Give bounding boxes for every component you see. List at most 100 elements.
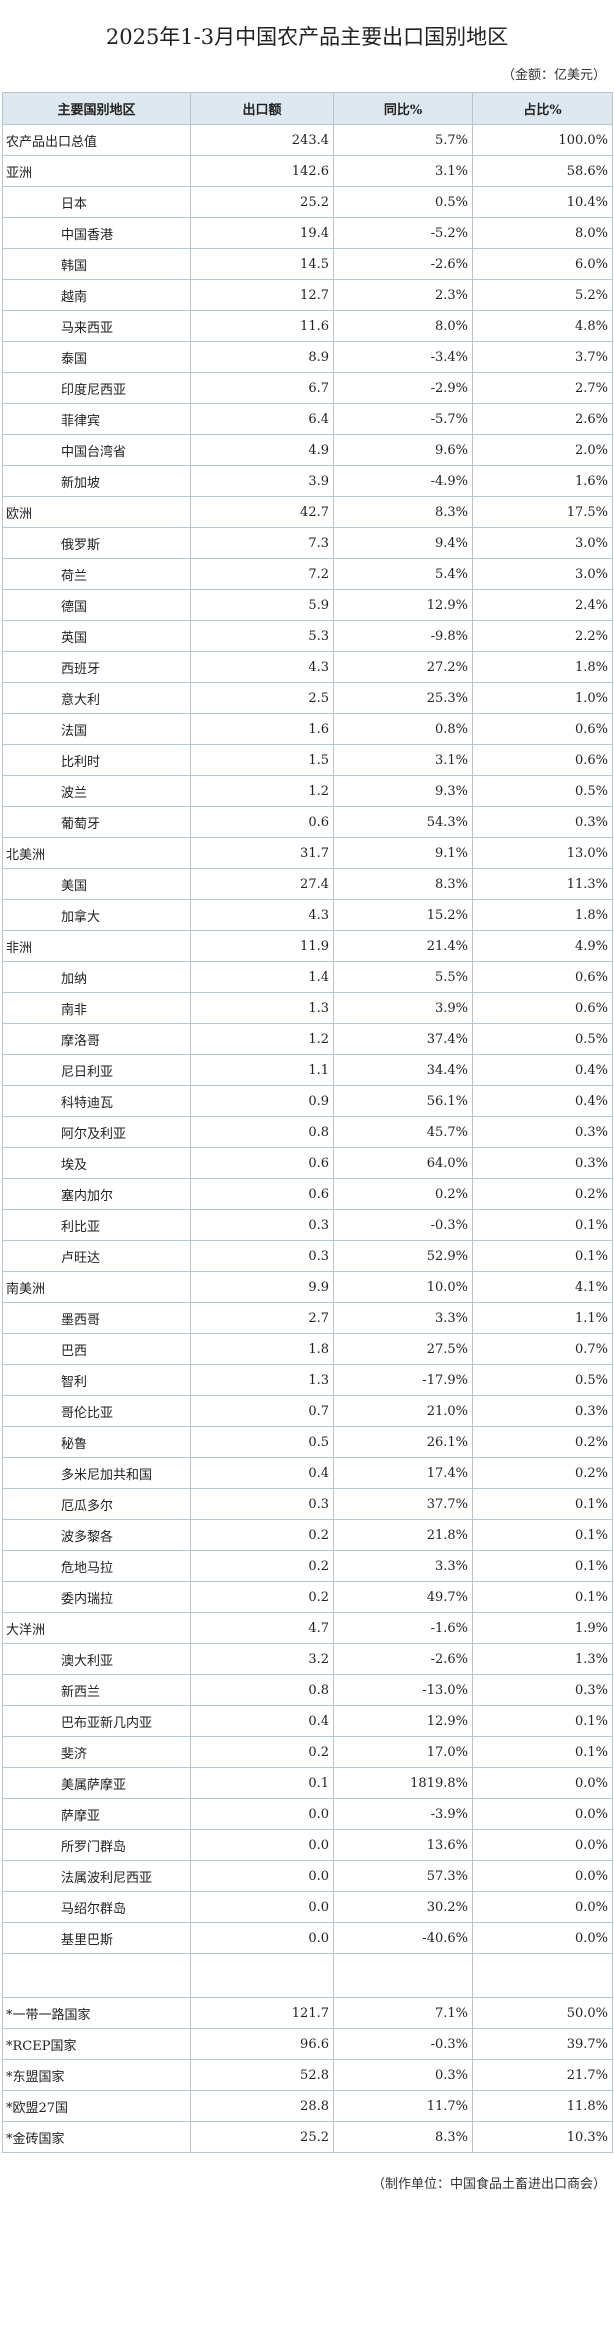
row-yoy: 3.9% [333,992,473,1024]
row-share: 0.0% [472,1829,613,1861]
row-yoy: 10.0% [333,1271,473,1303]
row-yoy: 0.2% [333,1178,473,1210]
row-name: 欧洲 [2,496,191,528]
row-export-value: 1.1 [190,1054,334,1086]
row-export-value: 121.7 [190,1997,334,2029]
row-name: *东盟国家 [2,2059,191,2091]
row-yoy: -2.6% [333,1643,473,1675]
row-name: 智利 [2,1364,191,1396]
table-row: 所罗门群岛 0.0 13.6% 0.0% [2,1829,613,1861]
table-row: 墨西哥 2.7 3.3% 1.1% [2,1302,613,1334]
row-export-value: 96.6 [190,2028,334,2060]
row-share: 0.1% [472,1550,613,1582]
row-yoy: 49.7% [333,1581,473,1613]
row-name: 意大利 [2,682,191,714]
row-name: 澳大利亚 [2,1643,191,1675]
row-share: 0.2% [472,1457,613,1489]
footer-credit: （制作单位：中国食品土畜进出口商会） [371,2177,606,2192]
table-row: 俄罗斯 7.3 9.4% 3.0% [2,527,613,559]
row-share: 0.3% [472,1674,613,1706]
row-name: 泰国 [2,341,191,373]
table-row: 菲律宾 6.4 -5.7% 2.6% [2,403,613,435]
row-yoy: 17.4% [333,1457,473,1489]
row-share: 0.7% [472,1333,613,1365]
row-yoy: 7.1% [333,1997,473,2029]
row-share: 6.0% [472,248,613,280]
table-row: 美国 27.4 8.3% 11.3% [2,868,613,900]
row-name: 加拿大 [2,899,191,931]
row-export-value: 0.3 [190,1488,334,1520]
row-share: 1.9% [472,1612,613,1644]
row-export-value: 12.7 [190,279,334,311]
row-yoy: 5.5% [333,961,473,993]
row-share: 2.0% [472,434,613,466]
row-share: 10.3% [472,2121,613,2153]
row-share: 10.4% [472,186,613,218]
row-export-value: 4.7 [190,1612,334,1644]
row-name: 印度尼西亚 [2,372,191,404]
table-row: 卢旺达 0.3 52.9% 0.1% [2,1240,613,1272]
table-row: 塞内加尔 0.6 0.2% 0.2% [2,1178,613,1210]
row-share: 0.6% [472,961,613,993]
row-name: 马来西亚 [2,310,191,342]
row-yoy: -9.8% [333,620,473,652]
row-yoy: 64.0% [333,1147,473,1179]
row-export-value: 2.5 [190,682,334,714]
row-name: 哥伦比亚 [2,1395,191,1427]
row-yoy: 5.7% [333,124,473,156]
row-name: 韩国 [2,248,191,280]
row-share: 100.0% [472,124,613,156]
table-row: 农产品出口总值 243.4 5.7% 100.0% [2,124,613,156]
row-name: 利比亚 [2,1209,191,1241]
row-yoy: -4.9% [333,465,473,497]
row-yoy: 3.1% [333,155,473,187]
row-export-value: 28.8 [190,2090,334,2122]
row-share: 0.6% [472,713,613,745]
table-row: 德国 5.9 12.9% 2.4% [2,589,613,621]
row-name: 委内瑞拉 [2,1581,191,1613]
row-name: 秘鲁 [2,1426,191,1458]
row-export-value: 0.2 [190,1736,334,1768]
row-name: 巴西 [2,1333,191,1365]
table-row: 危地马拉 0.2 3.3% 0.1% [2,1550,613,1582]
table-row: 泰国 8.9 -3.4% 3.7% [2,341,613,373]
row-name: 西班牙 [2,651,191,683]
row-export-value: 0.0 [190,1798,334,1830]
row-yoy: 12.9% [333,589,473,621]
table-row: 萨摩亚 0.0 -3.9% 0.0% [2,1798,613,1830]
row-yoy: 3.1% [333,744,473,776]
row-name: 英国 [2,620,191,652]
row-yoy: -0.3% [333,1209,473,1241]
row-export-value: 7.3 [190,527,334,559]
row-export-value: 0.2 [190,1519,334,1551]
row-share: 0.6% [472,992,613,1024]
row-export-value: 4.3 [190,651,334,683]
row-yoy: -0.3% [333,2028,473,2060]
row-yoy: 9.1% [333,837,473,869]
row-yoy: 9.6% [333,434,473,466]
row-name: 阿尔及利亚 [2,1116,191,1148]
row-name: 萨摩亚 [2,1798,191,1830]
row-share: 0.0% [472,1860,613,1892]
row-share: 3.0% [472,527,613,559]
row-name: 尼日利亚 [2,1054,191,1086]
row-name: 农产品出口总值 [2,124,191,156]
table-row: 南非 1.3 3.9% 0.6% [2,992,613,1024]
spacer-cell [472,1953,613,1998]
table-row: 比利时 1.5 3.1% 0.6% [2,744,613,776]
table-row: 法国 1.6 0.8% 0.6% [2,713,613,745]
row-export-value: 1.2 [190,1023,334,1055]
table-row: 日本 25.2 0.5% 10.4% [2,186,613,218]
row-export-value: 0.4 [190,1457,334,1489]
row-share: 1.6% [472,465,613,497]
row-share: 0.0% [472,1767,613,1799]
row-yoy: 2.3% [333,279,473,311]
row-share: 2.4% [472,589,613,621]
row-export-value: 0.8 [190,1674,334,1706]
row-export-value: 31.7 [190,837,334,869]
row-export-value: 0.2 [190,1550,334,1582]
row-share: 0.0% [472,1891,613,1923]
row-export-value: 11.6 [190,310,334,342]
row-export-value: 0.4 [190,1705,334,1737]
header-yoy: 同比% [333,92,473,125]
